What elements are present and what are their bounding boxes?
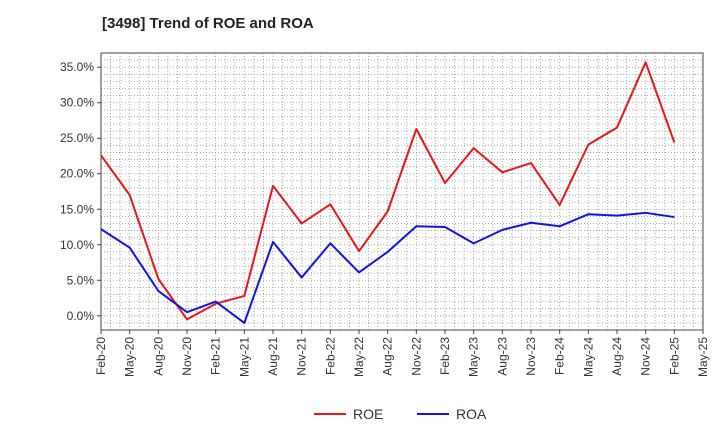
grid-layer: [101, 52, 703, 331]
plot-frame: [100, 52, 704, 331]
x-tick-label: Nov-23: [524, 337, 538, 376]
y-tick-label: 10.0%: [60, 238, 94, 252]
x-tick-label: Feb-23: [438, 337, 452, 375]
x-tick-label: May-22: [352, 337, 366, 377]
x-tick-label: Nov-22: [409, 337, 423, 376]
x-tick-label: Feb-24: [553, 337, 567, 375]
legend-roe-label: ROE: [353, 406, 383, 422]
x-tick-label: Feb-22: [323, 337, 337, 375]
y-tick-label: 25.0%: [60, 131, 94, 145]
y-axis-ticks: 0.0% 5.0% 10.0% 15.0% 20.0% 25.0% 30.0% 35.0%: [60, 60, 101, 323]
y-tick-label: 35.0%: [60, 60, 94, 74]
x-tick-label: May-20: [123, 337, 137, 377]
x-tick-label: Nov-20: [180, 337, 194, 376]
legend: ROE ROA: [314, 406, 487, 422]
x-tick-label: Aug-23: [495, 337, 509, 376]
x-tick-label: Aug-22: [381, 337, 395, 376]
y-tick-label: 15.0%: [60, 202, 94, 216]
y-tick-label: 0.0%: [67, 309, 95, 323]
x-tick-label: Feb-21: [209, 337, 223, 375]
x-tick-label: Aug-24: [610, 337, 624, 376]
y-tick-label: 5.0%: [67, 273, 95, 287]
x-axis-ticks: Feb-20 May-20 Aug-20 Nov-20 Feb-21 May-21 Aug-…: [94, 330, 710, 377]
series-line-roa: [100, 211, 675, 324]
x-tick-label: May-25: [696, 337, 710, 377]
x-tick-label: Aug-20: [151, 337, 165, 376]
chart-title: [3498] Trend of ROE and ROA: [102, 15, 314, 32]
series-line-roe: [100, 61, 676, 321]
x-tick-label: Aug-21: [266, 337, 280, 376]
x-tick-label: Feb-20: [94, 337, 108, 375]
x-tick-label: May-24: [581, 337, 595, 377]
legend-roa-label: ROA: [456, 406, 487, 422]
x-tick-label: Nov-21: [295, 337, 309, 376]
x-tick-label: May-21: [237, 337, 251, 377]
series-layer: [100, 61, 676, 324]
y-tick-label: 20.0%: [60, 167, 94, 181]
y-tick-label: 30.0%: [60, 96, 94, 110]
x-tick-label: May-23: [467, 337, 481, 377]
x-tick-label: Nov-24: [639, 337, 653, 376]
x-tick-label: Feb-25: [667, 337, 681, 375]
